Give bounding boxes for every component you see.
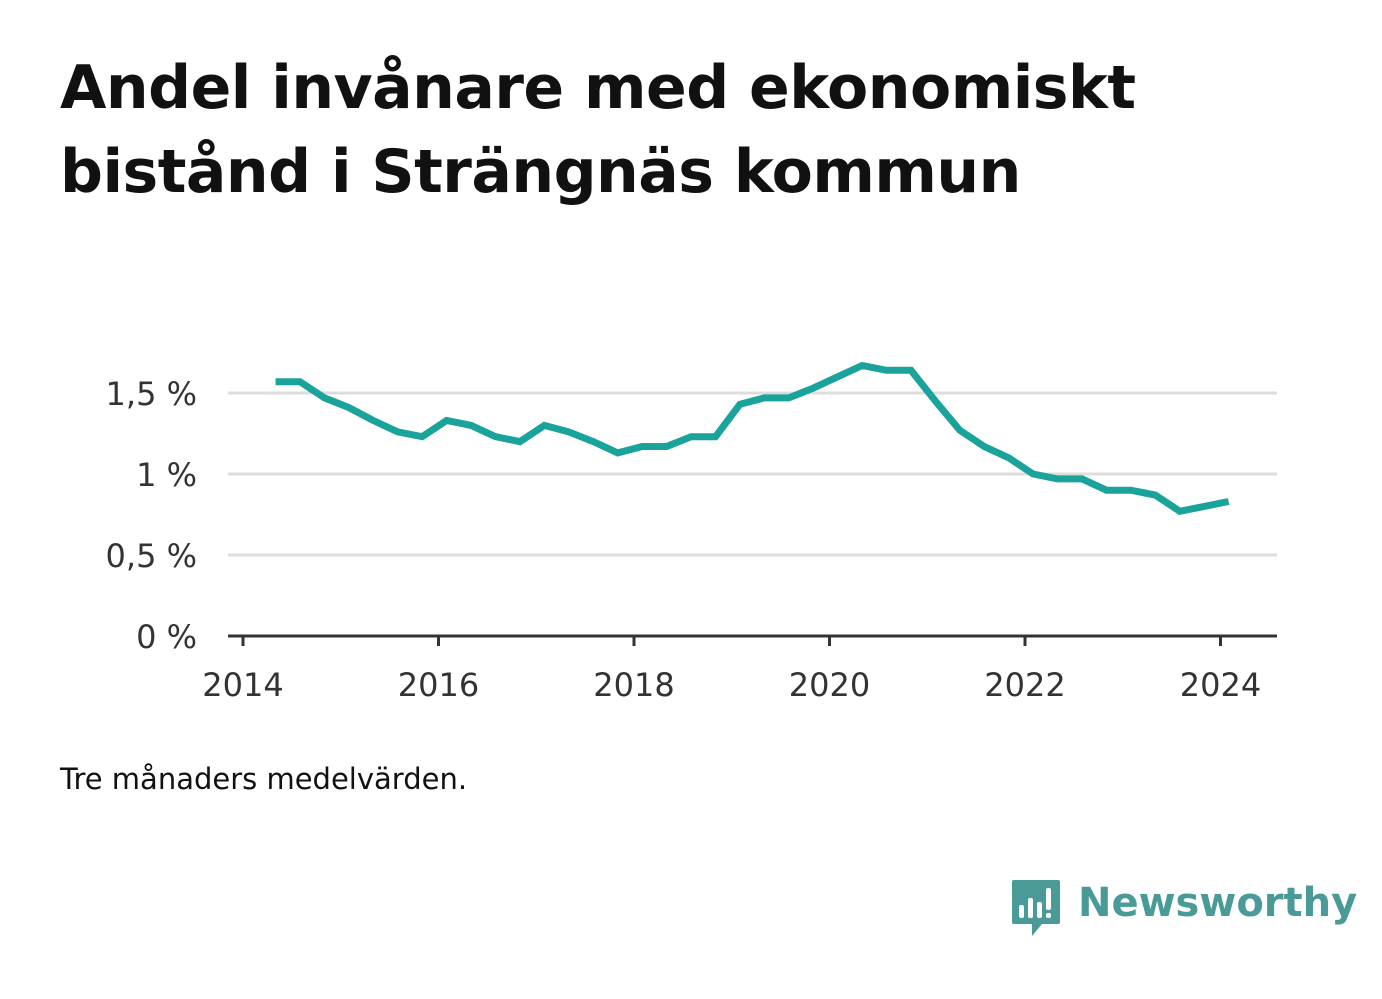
y-tick-label: 1 % bbox=[136, 456, 197, 494]
x-axis-tick-labels: 2014 2016 2018 2020 2022 2024 bbox=[202, 636, 1261, 704]
y-axis-tick-labels: 0 % 0,5 % 1 % 1,5 % bbox=[106, 375, 197, 656]
y-tick-label: 1,5 % bbox=[106, 375, 197, 413]
y-tick-label: 0 % bbox=[136, 618, 197, 656]
chart-footnote: Tre månaders medelvärden. bbox=[60, 762, 468, 796]
x-tick-label: 2018 bbox=[593, 666, 674, 704]
newsworthy-logo-icon bbox=[1012, 880, 1060, 936]
x-tick-label: 2014 bbox=[202, 666, 283, 704]
x-tick-label: 2024 bbox=[1180, 666, 1261, 704]
x-tick-label: 2020 bbox=[789, 666, 870, 704]
x-tick-label: 2022 bbox=[984, 666, 1065, 704]
brand-logo: Newsworthy bbox=[1010, 878, 1357, 942]
x-tick-label: 2016 bbox=[398, 666, 479, 704]
gridlines bbox=[228, 391, 1277, 638]
y-tick-label: 0,5 % bbox=[106, 537, 197, 575]
brand-name: Newsworthy bbox=[1078, 880, 1358, 926]
series-line bbox=[275, 361, 1230, 516]
data-series bbox=[275, 361, 1230, 516]
chart-title: Andel invånare med ekonomiskt bistånd i … bbox=[60, 53, 1136, 207]
